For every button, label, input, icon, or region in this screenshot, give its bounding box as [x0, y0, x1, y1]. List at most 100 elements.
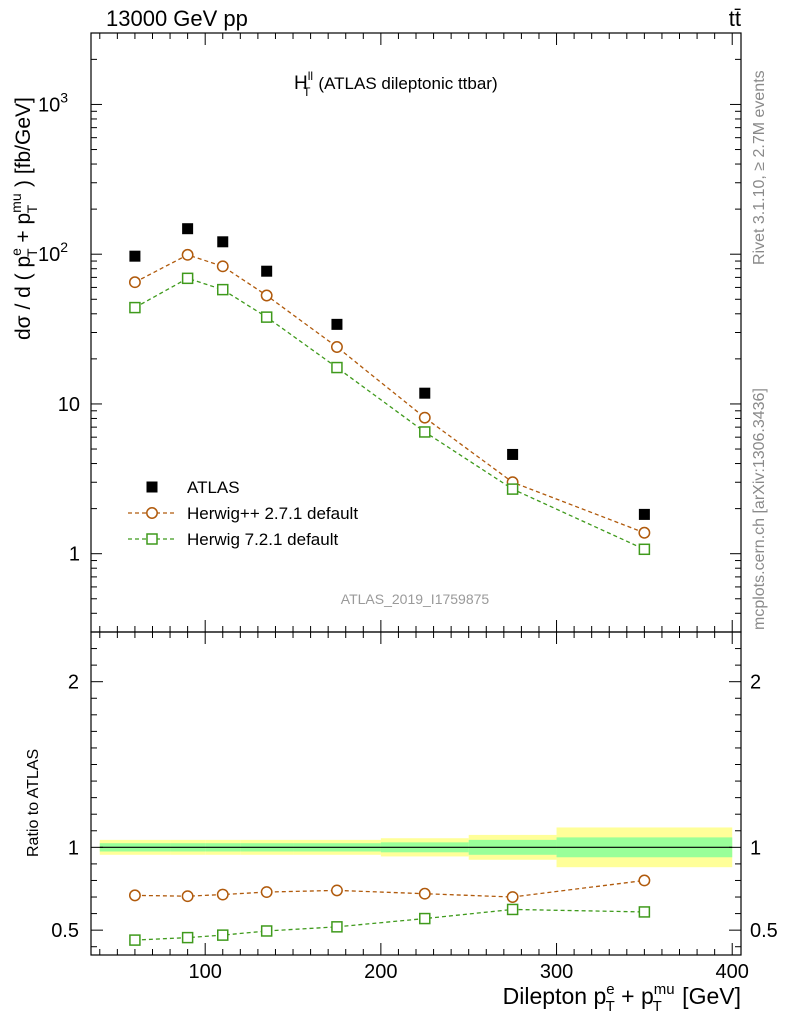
main-y-axis-label: dσ / d ( peT + pmuT ) [fb/GeV] — [8, 97, 40, 340]
data-point — [181, 248, 194, 261]
xlabel-subscript: T — [653, 998, 662, 1015]
main-panel-title: Hll T (ATLAS dileptonic ttbar) — [294, 69, 498, 99]
y-tick-base: 10 — [38, 244, 60, 266]
ratio-data-point — [330, 884, 343, 897]
ratio-data-point — [181, 890, 194, 903]
ratio-data-point — [217, 929, 229, 941]
data-point — [217, 236, 229, 248]
ratio-data-point — [331, 921, 343, 933]
rivet-version-label: Rivet 3.1.10, ≥ 2.7M events — [751, 70, 768, 265]
data-point — [261, 265, 273, 277]
y-tick-exponent: 3 — [60, 89, 68, 105]
xlabel-part: Dilepton p — [503, 983, 607, 1009]
legend-label: Herwig++ 2.7.1 default — [187, 504, 358, 523]
data-point — [419, 387, 431, 399]
ratio-data-point — [418, 887, 431, 900]
ratio-data-point — [129, 934, 141, 946]
ylabel-subscript: T — [24, 248, 40, 257]
header-energy-label: 13000 GeV pp — [106, 6, 248, 31]
ylabel-superscript: e — [8, 248, 24, 256]
xlabel-superscript: mu — [654, 981, 675, 998]
data-point — [129, 301, 141, 314]
ratio-data-point — [128, 889, 141, 902]
legend-marker — [146, 533, 158, 545]
y-tick-label: 1 — [69, 544, 80, 566]
data-point — [128, 276, 141, 289]
data-point — [507, 448, 519, 460]
x-tick-label: 300 — [540, 961, 573, 983]
mcplots-reference-label: mcplots.cern.ch [arXiv:1306.3436] — [751, 388, 768, 630]
y-tick-label: 102 — [38, 239, 68, 266]
ratio-data-point — [260, 925, 273, 937]
ylabel-part: ) [fb/GeV] — [12, 97, 35, 193]
legend-marker — [146, 481, 158, 493]
data-point — [638, 508, 650, 520]
x-tick-label: 200 — [364, 961, 397, 983]
ratio-data-point — [181, 931, 194, 944]
series-1 — [128, 248, 651, 539]
header-process-label: tt̄ — [729, 6, 741, 31]
xlabel-superscript: e — [606, 981, 614, 998]
data-point — [331, 318, 343, 330]
legend-label: Herwig 7.2.1 default — [187, 530, 338, 549]
y-tick-exponent: 2 — [60, 239, 68, 255]
data-point — [217, 283, 229, 296]
analysis-watermark: ATLAS_2019_I1759875 — [341, 591, 490, 607]
ratio-data-point — [638, 874, 651, 887]
legend-label: ATLAS — [187, 478, 240, 497]
ratio-panel-frame — [90, 631, 742, 956]
series-2 — [129, 272, 651, 556]
x-tick-label: 400 — [716, 961, 749, 983]
ratio-y-axis-label: Ratio to ATLAS — [25, 749, 42, 857]
ratio-series-1 — [129, 903, 651, 946]
xlabel-part: [GeV] — [676, 983, 741, 1009]
ratio-y-tick-label-right: 1 — [750, 837, 761, 859]
y-tick-label: 10 — [58, 394, 80, 416]
legend-marker — [146, 507, 158, 519]
ylabel-superscript: mu — [8, 193, 24, 212]
data-point — [182, 223, 194, 235]
x-axis-label: Dilepton pe T + pmu T [GeV] — [503, 981, 741, 1015]
data-point — [181, 272, 194, 285]
ratio-data-point — [260, 886, 273, 899]
legend: ATLAS Herwig++ 2.7.1 default Herwig 7.2.1 … — [128, 478, 358, 549]
series-0 — [129, 223, 650, 520]
data-point — [260, 311, 273, 323]
xlabel-part: + p — [615, 983, 654, 1009]
ratio-y-tick-label: 0.5 — [51, 920, 79, 942]
y-tick-label: 103 — [38, 89, 68, 116]
data-point — [638, 526, 651, 539]
ylabel-part: + p — [12, 213, 35, 249]
ratio-data-point — [506, 903, 519, 916]
series-line — [134, 277, 645, 550]
data-point — [216, 260, 229, 273]
ratio-data-point — [216, 888, 229, 901]
data-point — [331, 361, 343, 374]
ratio-y-tick-label-right: 2 — [750, 672, 761, 694]
data-point — [638, 543, 651, 556]
data-point — [419, 426, 431, 438]
ratio-y-tick-label-right: 0.5 — [750, 920, 778, 942]
xlabel-subscript: T — [606, 998, 615, 1015]
series-line — [134, 254, 645, 534]
ratio-y-tick-label: 1 — [68, 837, 79, 859]
data-point — [418, 411, 431, 424]
ratio-data-point — [419, 912, 431, 925]
ylabel-part: dσ / d ( p — [12, 256, 35, 340]
ylabel-subscript: T — [24, 204, 40, 213]
data-point — [260, 289, 273, 302]
ratio-data-point — [638, 906, 651, 918]
ratio-series-line — [134, 908, 645, 941]
x-tick-label: 100 — [189, 961, 222, 983]
ratio-data-point — [506, 891, 519, 903]
ratio-series-0 — [128, 874, 651, 903]
data-point — [129, 250, 141, 262]
ratio-y-tick-label: 2 — [68, 672, 79, 694]
data-point — [506, 483, 519, 495]
y-tick-base: 10 — [38, 94, 60, 116]
data-point — [330, 341, 343, 353]
ratio-series-line — [134, 879, 645, 898]
